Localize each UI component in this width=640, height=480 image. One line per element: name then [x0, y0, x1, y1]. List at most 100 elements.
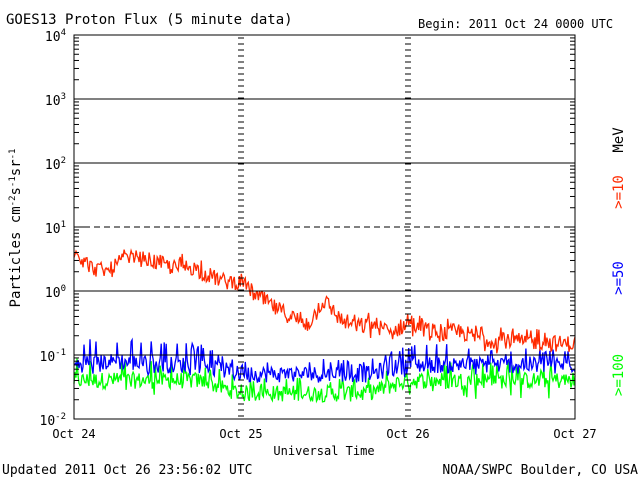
- series-0-point-23: [457, 330, 459, 332]
- series-0-point-26: [507, 339, 509, 341]
- x-tick-label-0: Oct 24: [52, 427, 95, 441]
- y-tick-label-5: 10-1: [40, 348, 67, 365]
- series-0-point-1: [90, 266, 92, 268]
- series-2-point-11: [532, 380, 534, 382]
- y-tick-label-base: 10: [45, 30, 61, 45]
- y-tick-label-exp: 3: [61, 92, 66, 102]
- data-layer: [73, 248, 576, 404]
- threshold-lines: [74, 98, 575, 356]
- axis-ticks: [74, 37, 575, 420]
- series-1-point-8: [407, 364, 409, 366]
- series-0-point-13: [290, 316, 292, 318]
- series-0-point-6: [173, 267, 175, 269]
- series-0-point-14: [307, 324, 309, 326]
- series-0-point-21: [424, 328, 426, 330]
- y-tick-label-base: 10: [45, 286, 61, 301]
- series-1-point-3: [198, 364, 200, 366]
- y-axis-label-exp2: -1: [8, 176, 18, 187]
- series-0-point-28: [541, 341, 543, 343]
- series-0-point-20: [407, 322, 409, 324]
- series-1-point-6: [324, 373, 326, 375]
- y-tick-label-exp: 2: [61, 156, 66, 166]
- series-0-point-11: [257, 296, 259, 298]
- y-tick-label-0: 104: [45, 28, 66, 45]
- y-axis-label: Particles cm-2s-1sr-1: [8, 149, 24, 308]
- series-0-point-4: [140, 258, 142, 260]
- series-2-point-7: [365, 393, 367, 395]
- series-1-point-1: [115, 360, 117, 362]
- chart-title: GOES13 Proton Flux (5 minute data): [6, 12, 293, 28]
- y-axis-label-mid1: s: [8, 187, 24, 195]
- series-0-point-15: [324, 300, 326, 302]
- series-0-point-22: [441, 334, 443, 336]
- y-tick-label-exp: 0: [61, 284, 66, 294]
- y-tick-label-4: 100: [45, 284, 66, 301]
- y-axis-label-mid2: sr: [8, 159, 24, 176]
- y-tick-label-base: 10: [45, 158, 61, 173]
- x-tick-label-1: Oct 25: [219, 427, 262, 441]
- series-1-point-10: [491, 364, 493, 366]
- y-tick-label-exp: -1: [55, 348, 66, 358]
- series-0-point-8: [207, 274, 209, 276]
- series-1-point-11: [532, 364, 534, 366]
- series-0-point-2: [107, 272, 109, 274]
- series-0-point-18: [374, 324, 376, 326]
- y-tick-label-base: 10: [40, 414, 56, 429]
- series-1-point-7: [365, 373, 367, 375]
- unit-label: MeV: [611, 127, 627, 153]
- series-0-point-7: [190, 266, 192, 268]
- series-2-point-5: [282, 393, 284, 395]
- updated-timestamp: Updated 2011 Oct 26 23:56:02 UTC: [2, 463, 252, 478]
- y-axis-label-exp1: -2: [8, 195, 18, 206]
- series-2-point-9: [449, 380, 451, 382]
- y-tick-label-3: 101: [45, 220, 66, 237]
- series-2-point-1: [115, 380, 117, 382]
- series-0-point-12: [274, 307, 276, 309]
- series-0-point-16: [340, 319, 342, 321]
- series-0-point-10: [240, 281, 242, 283]
- series-2-point-2: [157, 380, 159, 382]
- series-1-point-9: [449, 364, 451, 366]
- plot-frame: [73, 34, 576, 420]
- x-tick-label-3: Oct 27: [553, 427, 596, 441]
- y-tick-label-exp: -2: [55, 412, 66, 422]
- series-0-point-27: [524, 341, 526, 343]
- series-line-2: [73, 358, 576, 404]
- series-2-point-6: [324, 393, 326, 395]
- series-0-point-3: [123, 257, 125, 259]
- y-tick-label-6: 10-2: [40, 412, 67, 429]
- y-tick-label-1: 103: [45, 92, 66, 109]
- legend-label-10mev: >=10: [611, 175, 627, 209]
- series-0-point-9: [224, 281, 226, 283]
- series-1-point-2: [157, 364, 159, 366]
- series-2-point-10: [491, 380, 493, 382]
- x-axis-label: Universal Time: [273, 444, 374, 458]
- y-tick-label-base: 10: [45, 222, 61, 237]
- series-line-1: [73, 337, 576, 383]
- series-1-point-5: [282, 373, 284, 375]
- y-tick-label-exp: 4: [61, 28, 66, 38]
- legend-label-50mev: >=50: [611, 261, 627, 295]
- series-0-point-17: [357, 326, 359, 328]
- series-0-point-25: [491, 339, 493, 341]
- begin-label: Begin: 2011 Oct 24 0000 UTC: [418, 17, 613, 31]
- x-tick-labels: Oct 24 Oct 25 Oct 26 Oct 27: [52, 427, 596, 441]
- series-2-point-3: [198, 380, 200, 382]
- legend-label-100mev: >=100: [611, 354, 627, 396]
- y-tick-label-base: 10: [40, 350, 56, 365]
- x-tick-label-2: Oct 26: [386, 427, 429, 441]
- y-axis-label-exp3: -1: [8, 149, 18, 160]
- series-0-point-5: [157, 262, 159, 264]
- series-0-point-24: [474, 336, 476, 338]
- series-2-point-4: [240, 393, 242, 395]
- y-tick-label-base: 10: [45, 94, 61, 109]
- series-0-point-19: [391, 332, 393, 334]
- credit-text: NOAA/SWPC Boulder, CO USA: [442, 463, 638, 478]
- y-axis-label-base: Particles cm: [8, 206, 24, 307]
- series-0-point-29: [558, 343, 560, 345]
- y-tick-label-exp: 1: [61, 220, 66, 230]
- series-line-0: [73, 248, 576, 354]
- y-tick-label-2: 102: [45, 156, 66, 173]
